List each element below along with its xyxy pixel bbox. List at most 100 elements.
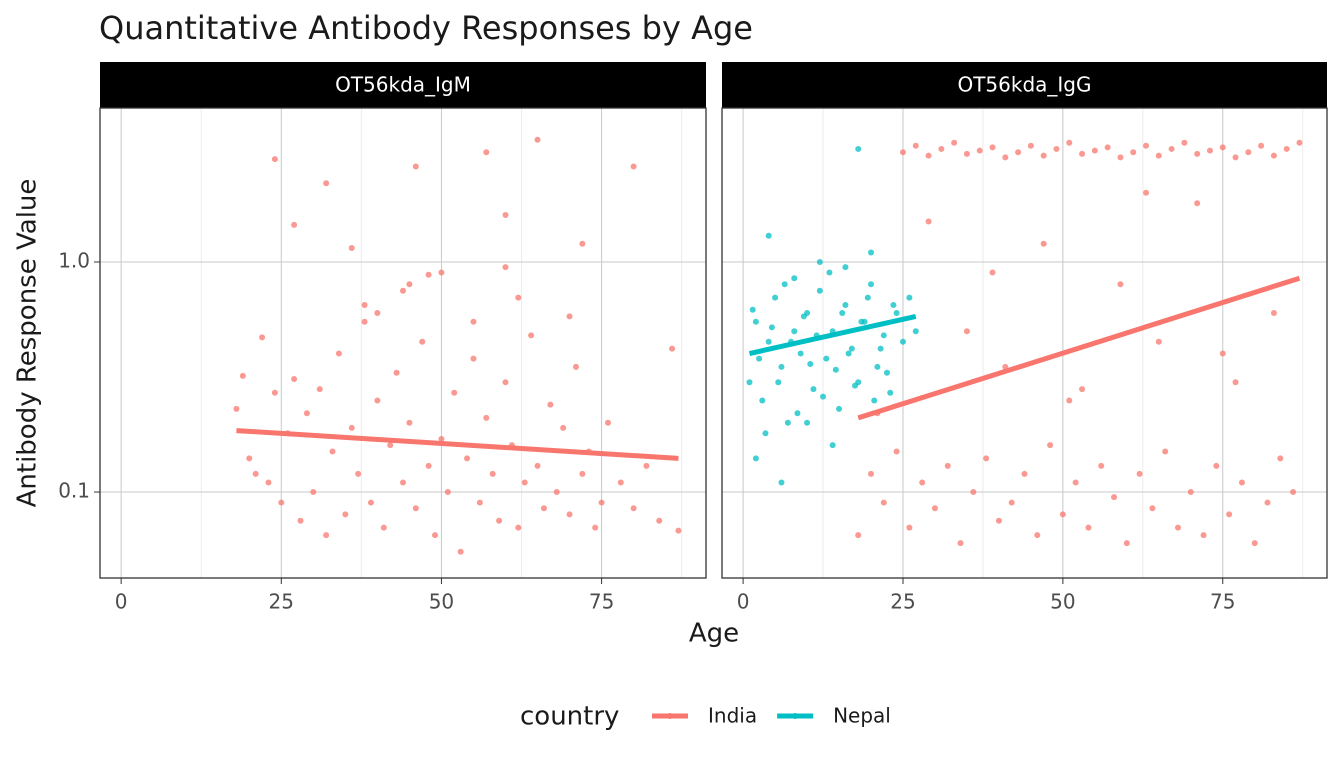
data-point [1059, 511, 1066, 518]
data-point [772, 294, 779, 301]
data-point [804, 419, 811, 426]
data-point [784, 419, 791, 426]
data-point [400, 287, 406, 294]
data-point [367, 499, 374, 506]
data-point [970, 489, 977, 496]
data-point [444, 489, 451, 496]
legend-label: India [708, 704, 757, 728]
data-point [1143, 189, 1150, 196]
data-point [855, 532, 862, 539]
data-point [1270, 310, 1277, 317]
data-point [868, 249, 875, 256]
x-tick-label: 75 [589, 590, 614, 614]
data-point [963, 150, 970, 157]
data-point [781, 281, 788, 288]
data-point [1015, 149, 1022, 156]
data-point [348, 424, 355, 431]
data-point [630, 163, 637, 170]
data-point [1200, 532, 1207, 539]
data-point [1098, 462, 1105, 469]
data-point [1168, 145, 1175, 152]
data-point [470, 318, 477, 325]
data-point [355, 470, 362, 477]
data-point [291, 375, 298, 382]
data-point [1034, 532, 1041, 539]
data-point [1104, 144, 1111, 151]
y-tick-label: 0.1 [58, 479, 90, 503]
data-point [823, 355, 830, 362]
data-point [957, 540, 964, 547]
data-point [1047, 442, 1054, 449]
data-point [1091, 147, 1098, 154]
data-point [400, 479, 406, 486]
data-point [807, 361, 814, 368]
data-point [598, 499, 605, 506]
data-point [303, 410, 310, 417]
data-point [1079, 150, 1086, 157]
data-point [1296, 139, 1303, 146]
data-point [1213, 462, 1220, 469]
data-point [884, 369, 890, 376]
x-tick-label: 50 [429, 590, 454, 614]
data-point [502, 212, 509, 219]
data-point [912, 328, 919, 335]
x-tick-label: 25 [269, 590, 294, 614]
data-point [995, 517, 1002, 524]
legend-label: Nepal [833, 704, 891, 728]
data-point [746, 379, 753, 386]
data-point [919, 479, 926, 486]
x-tick-label: 25 [890, 590, 915, 614]
data-point [291, 221, 298, 228]
panel-border [721, 107, 1328, 579]
data-point [252, 470, 259, 477]
data-point [778, 363, 785, 370]
data-point [852, 382, 859, 389]
data-point [836, 405, 843, 412]
data-point [496, 517, 503, 524]
data-point [1117, 154, 1124, 161]
data-point [534, 462, 541, 469]
data-point [1245, 149, 1252, 156]
data-point [1277, 455, 1284, 462]
data-point [1258, 142, 1265, 149]
x-axis-label: Age [689, 619, 739, 649]
data-point [887, 389, 894, 396]
data-point [489, 470, 496, 477]
data-point [768, 324, 775, 331]
data-point [259, 334, 266, 341]
data-point [1283, 145, 1290, 152]
data-point [797, 350, 804, 357]
data-point [1002, 154, 1009, 161]
data-point [579, 470, 586, 477]
data-point [323, 180, 330, 187]
facet-strip [722, 62, 1327, 108]
data-point [1232, 154, 1239, 161]
legend-key-point [667, 713, 673, 719]
data-point [855, 145, 862, 152]
data-point [579, 240, 586, 247]
data-point [1111, 494, 1118, 501]
data-point [521, 479, 528, 486]
data-point [912, 142, 919, 149]
data-point [1123, 540, 1130, 547]
data-point [278, 499, 285, 506]
data-point [316, 386, 323, 393]
data-point [832, 366, 839, 373]
data-point [515, 524, 522, 531]
data-point [868, 281, 875, 288]
data-point [791, 328, 798, 335]
x-tick-label: 0 [737, 590, 750, 614]
data-point [412, 505, 419, 512]
data-point [560, 424, 567, 431]
data-point [752, 455, 759, 462]
data-point [925, 152, 932, 159]
data-point [1136, 470, 1143, 477]
data-point [829, 442, 836, 449]
data-point [528, 332, 535, 339]
data-point [630, 505, 637, 512]
data-point [1194, 150, 1201, 157]
data-point [1238, 479, 1245, 486]
data-point [656, 517, 663, 524]
data-point [858, 318, 865, 325]
